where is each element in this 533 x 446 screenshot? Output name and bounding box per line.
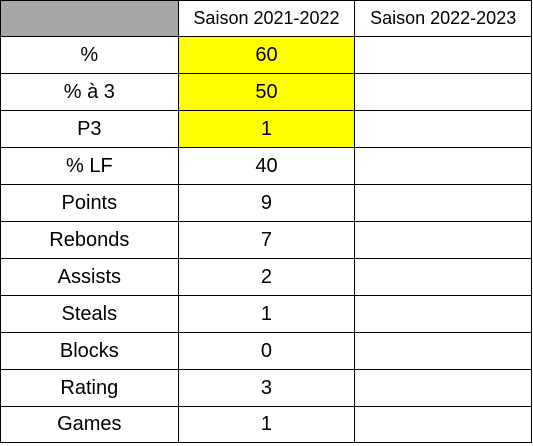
row-label-cell[interactable]: Rebonds xyxy=(0,221,179,259)
season1-value-cell[interactable]: 9 xyxy=(177,184,356,222)
season2-value-cell[interactable] xyxy=(354,221,532,259)
season1-value-cell[interactable]: 1 xyxy=(177,295,356,333)
season2-value-cell[interactable] xyxy=(354,73,532,111)
row-label-cell[interactable]: P3 xyxy=(0,110,179,148)
season2-value-cell[interactable] xyxy=(354,295,532,333)
row-label-cell[interactable]: Assists xyxy=(0,258,179,296)
table-row: % 60 xyxy=(0,36,532,74)
table-row: Rating 3 xyxy=(0,369,532,407)
table-row: P3 1 xyxy=(0,110,532,148)
season1-value-cell[interactable]: 1 xyxy=(177,406,356,443)
season1-value-cell[interactable]: 7 xyxy=(177,221,356,259)
season2-value-cell[interactable] xyxy=(354,184,532,222)
table-row: Points 9 xyxy=(0,184,532,222)
row-label-cell[interactable]: Steals xyxy=(0,295,179,333)
season1-value-cell[interactable]: 0 xyxy=(177,332,356,370)
season1-value-cell[interactable]: 40 xyxy=(177,147,356,185)
row-label-cell[interactable]: Points xyxy=(0,184,179,222)
season1-value-cell[interactable]: 60 xyxy=(177,36,356,74)
season2-value-cell[interactable] xyxy=(354,110,532,148)
season2-value-cell[interactable] xyxy=(354,406,532,443)
row-label-cell[interactable]: % xyxy=(0,36,179,74)
row-label-cell[interactable]: Games xyxy=(0,406,179,443)
season2-value-cell[interactable] xyxy=(354,36,532,74)
season1-value-cell[interactable]: 3 xyxy=(177,369,356,407)
row-label-cell[interactable]: Blocks xyxy=(0,332,179,370)
table-row: Blocks 0 xyxy=(0,332,532,370)
season2-value-cell[interactable] xyxy=(354,258,532,296)
season1-value-cell[interactable]: 2 xyxy=(177,258,356,296)
row-label-cell[interactable]: % à 3 xyxy=(0,73,179,111)
season2-value-cell[interactable] xyxy=(354,332,532,370)
table-row: % LF 40 xyxy=(0,147,532,185)
season1-value-cell[interactable]: 1 xyxy=(177,110,356,148)
table-row: Steals 1 xyxy=(0,295,532,333)
season2-value-cell[interactable] xyxy=(354,369,532,407)
header-row: Saison 2021-2022 Saison 2022-2023 xyxy=(0,0,532,37)
season1-value-cell[interactable]: 50 xyxy=(177,73,356,111)
table-row: Assists 2 xyxy=(0,258,532,296)
row-label-cell[interactable]: Rating xyxy=(0,369,179,407)
header-corner-cell[interactable] xyxy=(0,0,179,37)
table-row: % à 3 50 xyxy=(0,73,532,111)
row-label-cell[interactable]: % LF xyxy=(0,147,179,185)
header-season-2021-2022[interactable]: Saison 2021-2022 xyxy=(177,0,356,37)
table-row: Rebonds 7 xyxy=(0,221,532,259)
season2-value-cell[interactable] xyxy=(354,147,532,185)
table-row: Games 1 xyxy=(0,406,532,443)
header-season-2022-2023[interactable]: Saison 2022-2023 xyxy=(354,0,532,37)
